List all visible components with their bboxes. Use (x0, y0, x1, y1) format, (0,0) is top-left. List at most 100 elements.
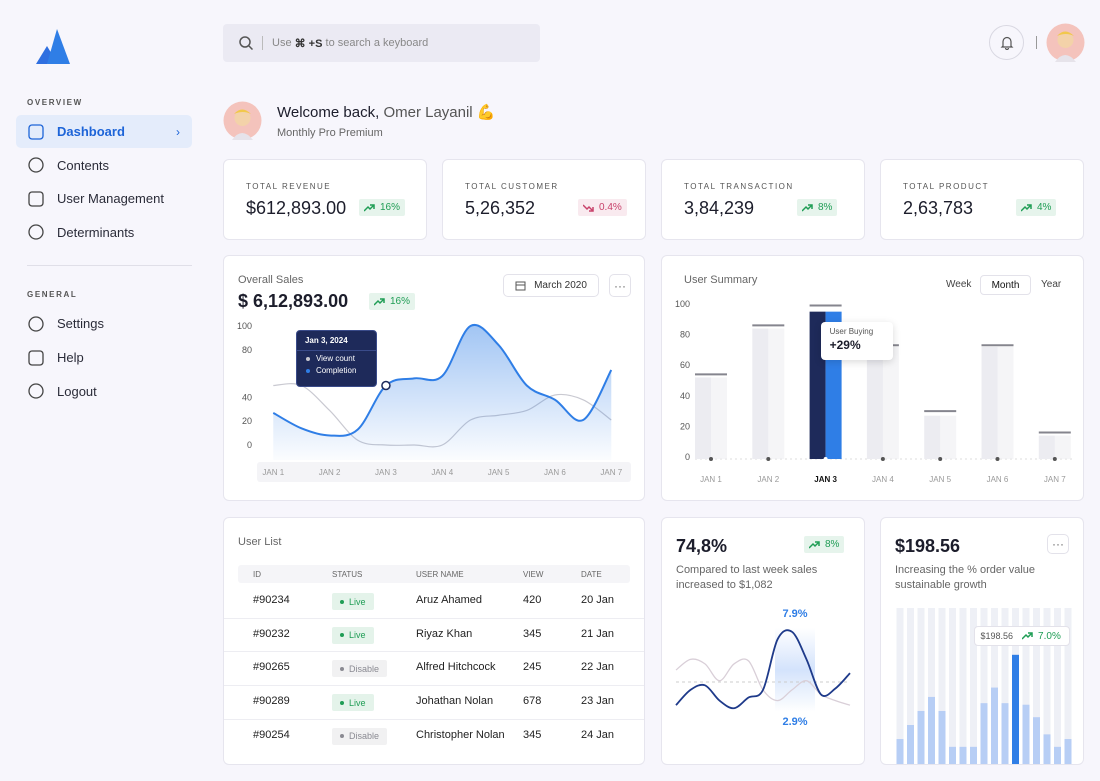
change-chip: 16% (359, 199, 406, 216)
nav-icon (28, 383, 44, 399)
column-header: ID (253, 570, 261, 579)
change-value: 16% (380, 202, 401, 213)
status-chip: Live (332, 694, 374, 712)
sidebar-divider (27, 265, 192, 267)
icon-shape (28, 123, 44, 140)
nav-label: Settings (57, 316, 104, 332)
order-value: $198.56 (895, 536, 961, 556)
nav-item[interactable]: Contents (16, 149, 192, 182)
nav-icon (28, 316, 44, 332)
change-value: 4% (1037, 202, 1052, 213)
cell: 22 Jan (581, 661, 615, 674)
row-divider (224, 617, 644, 619)
nav-icon (28, 157, 44, 173)
cell: 23 Jan (581, 695, 615, 708)
card-title: Overall Sales (238, 274, 304, 286)
tab[interactable]: Week (946, 279, 972, 290)
arrow-head (1027, 203, 1032, 209)
tab[interactable]: Year (1041, 279, 1062, 290)
icon-shape (28, 349, 44, 366)
search-prefix: Use (272, 37, 292, 49)
cell: Alfred Hitchcock (416, 661, 496, 674)
trend-arrow (374, 297, 385, 306)
welcome-avatar (223, 101, 262, 140)
cell: #90232 (253, 627, 290, 640)
column-header: DATE (581, 570, 602, 579)
change-value: 7.0% (1038, 630, 1061, 642)
search-shortcut: ⌘ +S (294, 37, 323, 50)
nav-item[interactable]: Help (16, 341, 192, 374)
stat-card (223, 159, 427, 240)
cell: #90265 (253, 661, 290, 674)
status-dot (340, 734, 344, 739)
change-value: 16% (390, 296, 411, 307)
legend-dot (305, 368, 310, 373)
stat-card (880, 159, 1084, 240)
status-dot (340, 666, 344, 671)
user-avatar[interactable] (1046, 23, 1085, 62)
trend-arrow (809, 540, 820, 549)
column-header: VIEW (523, 570, 544, 579)
arrow-head (380, 297, 385, 303)
status-label: Live (349, 596, 366, 607)
search-box[interactable]: Use ⌘ +S to search a keyboard (223, 24, 540, 62)
icon-shape (28, 157, 44, 173)
tooltip: $198.56 7.0% (973, 626, 1070, 646)
cell: 20 Jan (581, 594, 615, 606)
trend-arrow (1022, 632, 1033, 640)
nav-item[interactable]: Dashboard › (16, 115, 192, 148)
status-dot (340, 599, 344, 604)
status-label: Disable (349, 731, 380, 742)
tooltip-title: Jan 3, 2024 (296, 331, 376, 351)
row-divider (224, 651, 644, 653)
tooltip: Jan 3, 2024 View count Completion (295, 330, 377, 387)
status-dot (340, 633, 344, 638)
tooltip: User Buying +29% (820, 322, 893, 360)
arrow-line (583, 203, 594, 212)
nav-icon (28, 123, 44, 140)
calendar-icon (515, 281, 526, 291)
card-title: User List (238, 536, 282, 548)
nav-item[interactable]: Settings (16, 307, 192, 340)
nav-item[interactable]: User Management (16, 182, 192, 215)
cell: 420 (523, 594, 542, 606)
icon-shape (28, 383, 44, 399)
nav-label: Help (57, 350, 84, 365)
nav-item[interactable]: Determinants (16, 216, 192, 249)
divider (262, 36, 263, 50)
arrow-head (815, 540, 820, 546)
cell: 21 Jan (581, 627, 615, 640)
status-chip: Live (332, 626, 374, 644)
cell: 678 (523, 695, 542, 708)
nav-icon (28, 349, 44, 366)
arrow-head (589, 206, 594, 212)
stat-value: 5,26,352 (465, 198, 536, 218)
trend-arrow (802, 203, 813, 212)
tooltip-label: User Buying (829, 327, 874, 336)
nav-label: Contents (57, 157, 110, 173)
date-button[interactable]: March 2020 (503, 274, 599, 297)
more-button[interactable]: ··· (1047, 534, 1069, 554)
legend-dot (305, 356, 310, 361)
change-chip: 4% (1016, 199, 1057, 216)
section-title: GENERAL (27, 290, 78, 300)
conversion-value: 74,8% (676, 536, 728, 556)
logo[interactable] (33, 27, 73, 67)
change-chip: 0.4% (578, 199, 627, 216)
stat-label: TOTAL PRODUCT (903, 182, 990, 191)
stat-card (442, 159, 646, 240)
change-value: 0.4% (599, 202, 622, 213)
icon-shape (28, 224, 44, 240)
nav-label: User Management (57, 191, 164, 207)
status-label: Live (349, 697, 366, 708)
more-button[interactable]: ··· (609, 274, 631, 297)
change-chip: 8% (797, 199, 838, 216)
stat-value: 3,84,239 (684, 198, 755, 218)
status-chip: Live (332, 593, 374, 610)
nav-item[interactable]: Logout (16, 375, 192, 408)
cell: Riyaz Khan (416, 627, 473, 640)
notification-button[interactable] (989, 25, 1024, 60)
tab[interactable]: Month (980, 275, 1031, 295)
stat-value: $612,893.00 (246, 198, 347, 218)
nav-icon (28, 191, 44, 207)
